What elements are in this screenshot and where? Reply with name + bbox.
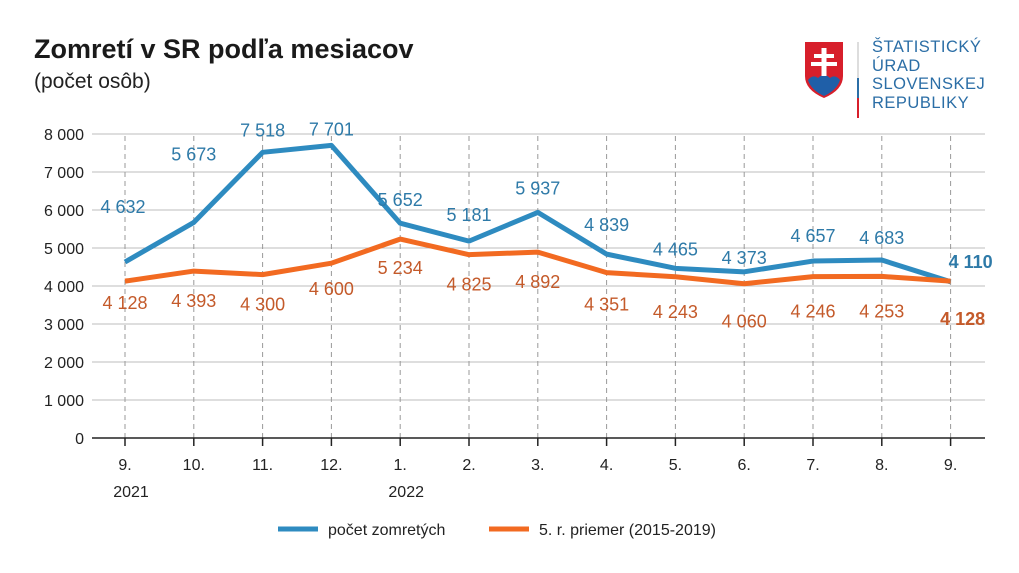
y-tick-label: 1 000 (44, 393, 84, 410)
logo-line: REPUBLIKY (872, 93, 970, 112)
data-label: 4 351 (584, 295, 629, 315)
data-label: 4 246 (790, 302, 835, 322)
data-label: 4 683 (859, 228, 904, 248)
x-tick-label: 9. (118, 457, 131, 474)
x-tick-label: 11. (252, 457, 273, 474)
data-label: 7 701 (309, 119, 354, 139)
y-tick-label: 7 000 (44, 165, 84, 182)
x-tick-label: 2. (462, 457, 475, 474)
logo-text: ŠTATISTICKÝ ÚRAD SLOVENSKEJ REPUBLIKY (872, 38, 985, 112)
x-tick-label: 3. (531, 457, 544, 474)
logo-line: SLOVENSKEJ (872, 75, 986, 93)
data-label: 4 128 (940, 309, 985, 329)
legend-label: počet zomretých (328, 522, 445, 539)
data-label: 4 839 (584, 215, 629, 235)
logo-line: ŠTATISTICKÝ (872, 38, 982, 56)
data-label: 4 632 (100, 197, 145, 217)
year-label: 2022 (388, 484, 424, 501)
data-label: 5 234 (378, 258, 423, 278)
legend-label: 5. r. priemer (2015-2019) (539, 522, 716, 539)
y-tick-label: 2 000 (44, 355, 84, 372)
y-tick-label: 5 000 (44, 241, 84, 258)
data-label: 4 892 (515, 272, 560, 292)
data-label: 4 825 (446, 275, 491, 295)
data-label: 4 060 (722, 312, 767, 332)
x-tick-label: 10. (183, 457, 205, 474)
data-label: 4 465 (653, 239, 698, 259)
x-tick-label: 4. (600, 457, 613, 474)
data-label: 4 393 (171, 291, 216, 311)
data-label: 4 253 (859, 301, 904, 321)
x-tick-label: 7. (806, 457, 819, 474)
y-tick-label: 4 000 (44, 279, 84, 296)
x-tick-label: 1. (394, 457, 407, 474)
data-label: 4 373 (722, 248, 767, 268)
data-label: 4 128 (102, 293, 147, 313)
chart-subtitle: (počet osôb) (34, 70, 151, 93)
y-tick-label: 3 000 (44, 317, 84, 334)
series-line-0 (123, 142, 952, 285)
data-label: 5 673 (171, 144, 216, 164)
data-label: 4 300 (240, 295, 285, 315)
y-tick-label: 8 000 (44, 127, 84, 144)
data-label: 4 243 (653, 302, 698, 322)
year-label: 2021 (113, 484, 149, 501)
data-label: 5 937 (515, 178, 560, 198)
data-label: 4 110 (949, 252, 993, 272)
data-label: 4 657 (790, 226, 835, 246)
y-tick-label: 6 000 (44, 203, 84, 220)
data-label: 4 600 (309, 279, 354, 299)
y-tick-label: 0 (75, 431, 84, 448)
x-tick-label: 8. (875, 457, 888, 474)
x-tick-label: 9. (944, 457, 957, 474)
logo-line: ÚRAD (872, 56, 921, 75)
x-tick-label: 12. (320, 457, 342, 474)
slovak-coat-of-arms-logo (805, 42, 859, 118)
chart-title: Zomretí v SR podľa mesiacov (34, 34, 414, 64)
data-label: 7 518 (240, 120, 285, 140)
data-label: 5 181 (446, 205, 491, 225)
x-tick-label: 6. (738, 457, 751, 474)
series-line-1 (124, 236, 951, 287)
x-tick-label: 5. (669, 457, 682, 474)
data-label: 5 652 (378, 190, 423, 210)
